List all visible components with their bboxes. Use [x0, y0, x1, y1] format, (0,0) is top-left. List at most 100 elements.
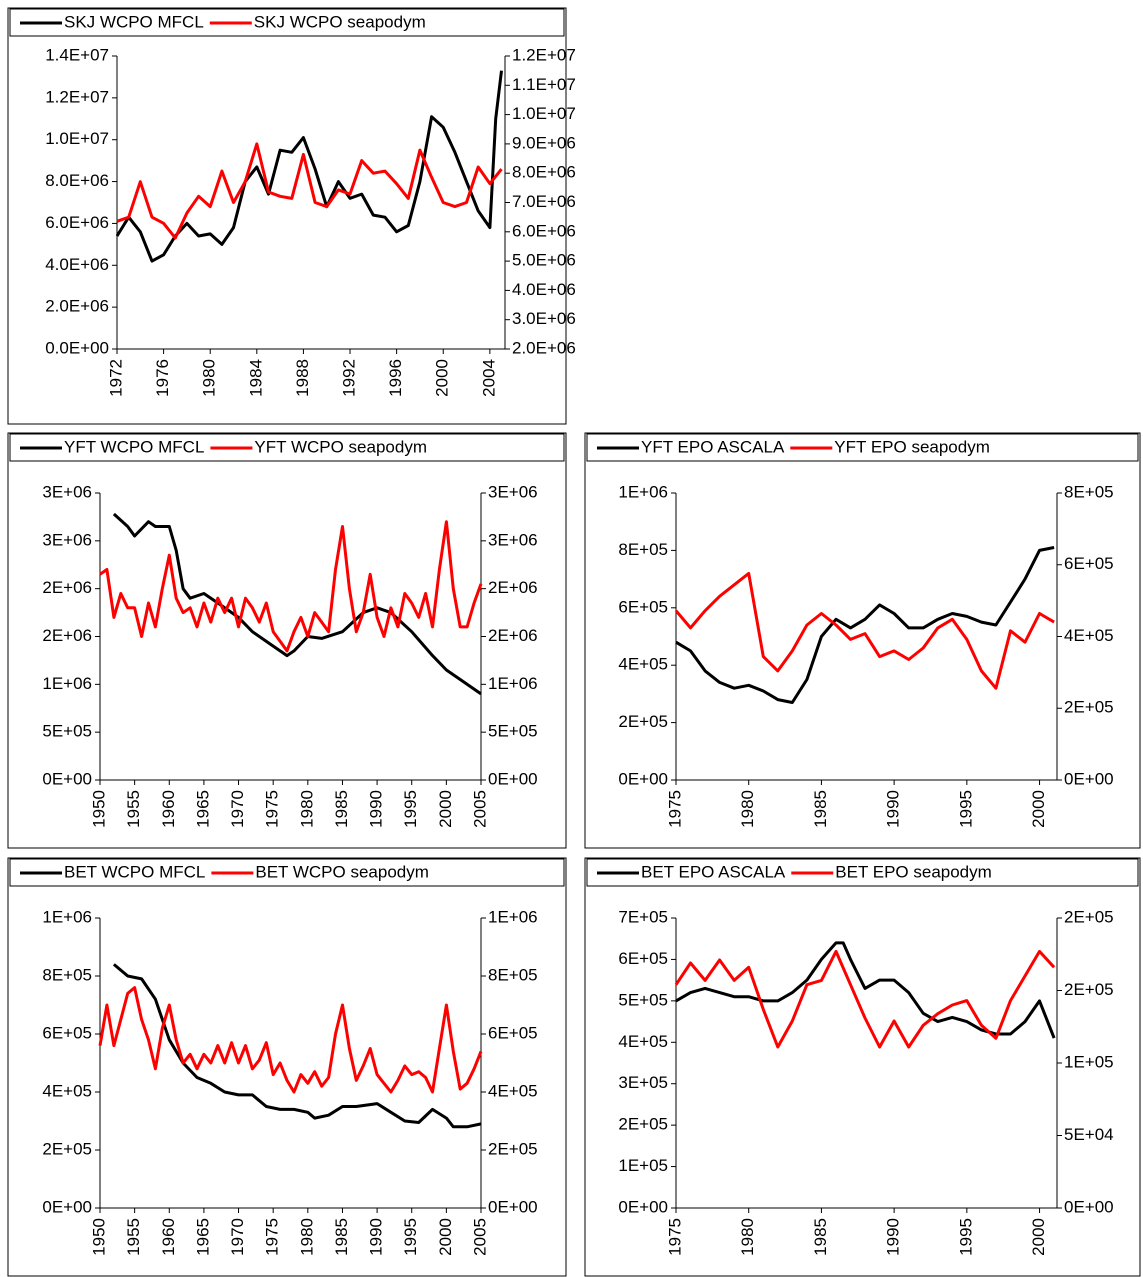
x-tick-label: 1976	[153, 359, 172, 397]
y2-tick-label: 2E+05	[488, 1139, 538, 1158]
y-tick-label: 2E+05	[618, 712, 668, 731]
x-tick-label: 1990	[884, 1218, 903, 1256]
x-tick-label: 1970	[228, 790, 247, 828]
x-tick-label: 1985	[811, 1218, 830, 1256]
series-line	[112, 512, 482, 696]
y-tick-label: 3E+05	[618, 1073, 668, 1092]
y2-tick-label: 7.0E+06	[512, 192, 576, 211]
y-tick-label: 6E+05	[618, 949, 668, 968]
y2-tick-label: 3.0E+06	[512, 309, 576, 328]
y-tick-label: 4E+05	[618, 1032, 668, 1051]
chart-frame	[7, 7, 567, 425]
series-line	[98, 986, 483, 1094]
x-tick-label: 2000	[1029, 790, 1048, 828]
y-tick-label: 8.0E+06	[45, 171, 109, 190]
y-tick-label: 1E+05	[618, 1156, 668, 1175]
y-tick-label: 6E+05	[42, 1023, 92, 1042]
y-tick-label: 4E+05	[42, 1081, 92, 1100]
x-tick-label: 1988	[293, 359, 312, 397]
x-tick-label: 1975	[263, 1218, 282, 1256]
y-tick-label: 1E+06	[618, 482, 668, 501]
x-tick-label: 1950	[89, 790, 108, 828]
y2-tick-label: 1E+06	[488, 907, 538, 926]
x-tick-label: 1990	[367, 790, 386, 828]
series-line	[116, 142, 503, 240]
x-tick-label: 1995	[401, 790, 420, 828]
y-tick-label: 2.0E+06	[45, 297, 109, 316]
y-tick-label: 2E+06	[42, 578, 92, 597]
legend-frame	[9, 433, 565, 462]
series-line	[115, 70, 503, 263]
y2-tick-label: 1E+05	[1064, 1052, 1114, 1071]
y2-tick-label: 0E+00	[1064, 769, 1114, 788]
legend-label: YFT EPO ASCALA	[641, 437, 785, 456]
y-tick-label: 3E+06	[42, 482, 92, 501]
x-tick-label: 1985	[332, 1218, 351, 1256]
series-line	[675, 941, 1056, 1039]
x-tick-label: 1975	[665, 790, 684, 828]
x-tick-label: 1965	[193, 1218, 212, 1256]
x-tick-label: 1990	[884, 790, 903, 828]
legend-label: YFT WCPO MFCL	[64, 437, 204, 456]
legend-label: BET EPO ASCALA	[641, 862, 786, 881]
x-tick-label: 1992	[340, 359, 359, 397]
y-tick-label: 2E+06	[42, 626, 92, 645]
y-tick-label: 4E+05	[618, 655, 668, 674]
x-tick-label: 1955	[124, 790, 143, 828]
x-tick-label: 1972	[106, 359, 125, 397]
chart-frame	[584, 432, 1141, 849]
legend-label: YFT WCPO seapodym	[254, 437, 427, 456]
y2-tick-label: 6E+05	[1064, 554, 1114, 573]
y-tick-label: 2E+05	[618, 1115, 668, 1134]
y-tick-label: 7E+05	[618, 907, 668, 926]
x-tick-label: 1980	[297, 1218, 316, 1256]
x-tick-label: 1980	[297, 790, 316, 828]
x-tick-label: 1975	[263, 790, 282, 828]
legend-label: SKJ WCPO MFCL	[64, 12, 204, 31]
x-tick-label: 1955	[124, 1218, 143, 1256]
series-line	[674, 571, 1055, 690]
chart-frame	[7, 432, 567, 849]
y2-tick-label: 0E+00	[488, 1197, 538, 1216]
y-tick-label: 2E+05	[42, 1139, 92, 1158]
legend-frame	[586, 433, 1139, 462]
series-line	[112, 963, 482, 1129]
y2-tick-label: 1.1E+07	[512, 75, 576, 94]
legend-frame	[9, 858, 565, 887]
y2-tick-label: 2E+05	[1064, 907, 1114, 926]
x-tick-label: 1980	[200, 359, 219, 397]
legend-label: BET EPO seapodym	[835, 862, 992, 881]
legend-label: BET WCPO seapodym	[255, 862, 429, 881]
x-tick-label: 2000	[436, 790, 455, 828]
x-tick-label: 1950	[89, 1218, 108, 1256]
y-tick-label: 3E+06	[42, 530, 92, 549]
y-tick-label: 5E+05	[42, 722, 92, 741]
y-tick-label: 5E+05	[618, 990, 668, 1009]
y2-tick-label: 8E+05	[488, 965, 538, 984]
y-tick-label: 0E+00	[618, 1197, 668, 1216]
x-tick-label: 1960	[159, 1218, 178, 1256]
legend-label: BET WCPO MFCL	[64, 862, 205, 881]
y2-tick-label: 6E+05	[488, 1023, 538, 1042]
y2-tick-label: 4E+05	[488, 1081, 538, 1100]
y-tick-label: 0.0E+00	[45, 338, 109, 357]
chart-frame	[7, 857, 567, 1277]
y2-tick-label: 5E+05	[488, 722, 538, 741]
y2-tick-label: 6.0E+06	[512, 221, 576, 240]
legend-frame	[586, 858, 1139, 887]
y-tick-label: 0E+00	[42, 769, 92, 788]
x-tick-label: 2000	[433, 359, 452, 397]
y-tick-label: 6E+05	[618, 597, 668, 616]
x-tick-label: 1995	[401, 1218, 420, 1256]
x-tick-label: 1970	[228, 1218, 247, 1256]
x-tick-label: 1980	[738, 790, 757, 828]
x-tick-label: 1985	[811, 790, 830, 828]
y2-tick-label: 1.0E+07	[512, 104, 576, 123]
y-tick-label: 1.0E+07	[45, 129, 109, 148]
series-line	[99, 520, 483, 653]
chart-frame	[584, 857, 1141, 1277]
y2-tick-label: 1E+06	[488, 674, 538, 693]
x-tick-label: 1980	[738, 1218, 757, 1256]
